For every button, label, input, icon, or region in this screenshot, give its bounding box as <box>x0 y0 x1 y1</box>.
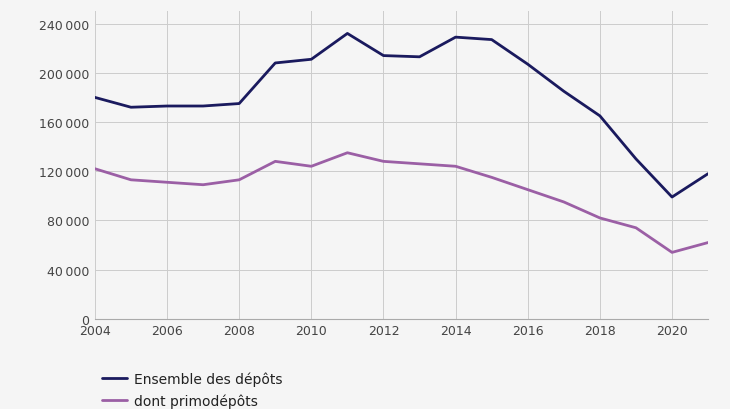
dont primodépôts <box>307 164 315 169</box>
Legend: Ensemble des dépôts, dont primodépôts: Ensemble des dépôts, dont primodépôts <box>102 372 283 408</box>
dont primodépôts <box>668 250 677 255</box>
Ensemble des dépôts <box>379 54 388 59</box>
Line: Ensemble des dépôts: Ensemble des dépôts <box>95 34 708 198</box>
dont primodépôts <box>199 183 207 188</box>
Ensemble des dépôts <box>668 195 677 200</box>
dont primodépôts <box>271 160 280 164</box>
Ensemble des dépôts <box>343 32 352 37</box>
dont primodépôts <box>559 200 568 205</box>
dont primodépôts <box>91 167 99 172</box>
Ensemble des dépôts <box>523 63 532 67</box>
Ensemble des dépôts <box>235 102 244 107</box>
dont primodépôts <box>631 226 640 231</box>
dont primodépôts <box>523 188 532 193</box>
Line: dont primodépôts: dont primodépôts <box>95 153 708 253</box>
Ensemble des dépôts <box>271 61 280 66</box>
Ensemble des dépôts <box>199 104 207 109</box>
dont primodépôts <box>488 175 496 180</box>
Ensemble des dépôts <box>631 157 640 162</box>
Ensemble des dépôts <box>126 106 135 110</box>
dont primodépôts <box>451 164 460 169</box>
Ensemble des dépôts <box>704 172 712 177</box>
dont primodépôts <box>126 178 135 183</box>
Ensemble des dépôts <box>415 55 424 60</box>
dont primodépôts <box>163 180 172 185</box>
dont primodépôts <box>235 178 244 183</box>
Ensemble des dépôts <box>91 96 99 101</box>
Ensemble des dépôts <box>596 114 604 119</box>
dont primodépôts <box>379 160 388 164</box>
Ensemble des dépôts <box>307 58 315 63</box>
Ensemble des dépôts <box>451 36 460 40</box>
dont primodépôts <box>704 240 712 245</box>
dont primodépôts <box>415 162 424 167</box>
dont primodépôts <box>343 151 352 156</box>
dont primodépôts <box>596 216 604 221</box>
Ensemble des dépôts <box>488 38 496 43</box>
Ensemble des dépôts <box>559 90 568 94</box>
Ensemble des dépôts <box>163 104 172 109</box>
